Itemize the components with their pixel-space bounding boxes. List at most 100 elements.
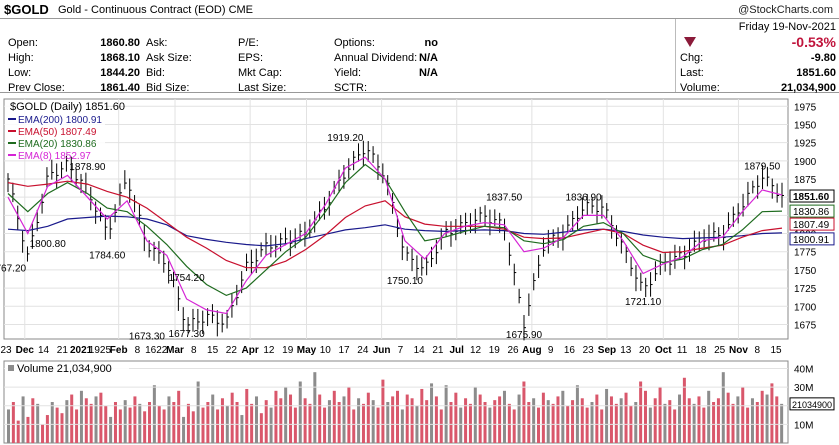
volume-bar <box>133 396 137 443</box>
volume-bar <box>473 387 477 443</box>
x-tick-label: 19 <box>282 345 294 356</box>
price-plot-area <box>3 98 789 340</box>
x-tick-label: 25 <box>714 345 726 356</box>
volume-bar <box>425 400 429 443</box>
volume-bar <box>45 415 49 443</box>
volume-bar <box>143 411 147 443</box>
volume-bar <box>502 390 506 443</box>
exchange-text: CME <box>228 4 254 16</box>
x-tick-label: Aug <box>522 345 541 356</box>
volume-bar <box>371 400 375 443</box>
last-size-label: Last Size: <box>238 82 287 94</box>
volume-bar <box>113 402 117 443</box>
symbol-description: Gold - Continuous Contract (EOD) CME <box>58 4 253 16</box>
volume-bar <box>89 403 93 443</box>
volume-bar <box>692 403 696 443</box>
x-tick-label: 8 <box>754 345 760 356</box>
volume-bar <box>162 409 166 443</box>
volume-bar <box>191 411 195 443</box>
price-annotation: 1675.90 <box>506 330 543 341</box>
right-axis-badge <box>789 232 835 246</box>
price-y-tick-label: 1700 <box>794 302 817 313</box>
volume-bar <box>75 409 79 443</box>
right-axis-label: 1830.86 <box>793 207 830 218</box>
volume-bar <box>177 390 181 443</box>
volume-bar <box>118 409 122 443</box>
volume-bar <box>755 402 759 443</box>
volume-bar <box>313 372 317 443</box>
volume-bar <box>342 396 346 443</box>
chart-title: $GOLD (Daily) 1851.60 <box>10 101 125 113</box>
down-arrow-icon <box>684 37 696 47</box>
ema-line <box>7 156 783 315</box>
volume-bar <box>284 387 288 443</box>
x-tick-label: 7 <box>398 345 404 356</box>
volume-bar <box>468 403 472 443</box>
volume-bar <box>682 377 686 443</box>
x-tick-label: 15 <box>207 345 219 356</box>
x-tick-label: 19 <box>489 345 501 356</box>
volume-bar <box>639 381 643 443</box>
volume-bar <box>327 400 331 443</box>
volume-bar <box>230 392 234 443</box>
legend-entry: EMA(200) 1800.91 <box>18 115 102 126</box>
x-tick-label: May <box>297 345 317 356</box>
volume-bar <box>780 403 784 443</box>
price-y-tick-label: 1925 <box>794 139 817 150</box>
volume-bar <box>556 396 560 443</box>
volume-bar <box>575 385 579 443</box>
volume-bar <box>678 394 682 443</box>
volume-bar <box>79 390 83 443</box>
pct-change: -0.53% <box>791 34 836 50</box>
volume-bar <box>70 394 74 443</box>
volume-bar <box>376 407 380 443</box>
volume-bar <box>26 416 30 443</box>
volume-bar <box>444 385 448 443</box>
x-tick-label: 18 <box>695 345 707 356</box>
volume-bar <box>323 407 327 443</box>
prev-close-value: 1861.40 <box>100 82 140 94</box>
volume-bar <box>396 390 399 443</box>
volume-swatch <box>8 365 14 371</box>
volume-label: Volume: <box>680 82 720 94</box>
volume-bar <box>400 409 404 443</box>
legend-entry: EMA(50) 1807.49 <box>18 127 97 138</box>
price-y-tick-label: 1675 <box>794 320 817 331</box>
x-tick-label: Dec <box>16 345 35 356</box>
high-label: High: <box>8 52 34 64</box>
volume-bar <box>726 392 730 443</box>
volume-bar <box>289 394 293 443</box>
volume-bar <box>551 403 555 443</box>
volume-bar <box>201 407 205 443</box>
volume-bar <box>337 402 341 443</box>
volume-bar <box>16 420 20 443</box>
x-tick-label: 14 <box>38 345 50 356</box>
volume-bar <box>381 379 385 443</box>
volume-bar <box>250 403 254 443</box>
x-tick-label: 8 <box>135 345 141 356</box>
volume-bar <box>55 407 59 443</box>
high-value: 1868.10 <box>100 52 140 64</box>
volume-bar <box>643 390 647 443</box>
open-label: Open: <box>8 37 38 49</box>
x-tick-label: 13 <box>620 345 632 356</box>
options-value: no <box>424 37 438 49</box>
sctr-label: SCTR: <box>334 82 367 94</box>
x-tick-label: 23 <box>583 345 595 356</box>
annual-dividend-label: Annual Dividend: <box>334 52 418 64</box>
volume-bar <box>7 409 10 443</box>
volume-bar <box>405 394 409 443</box>
volume-bar <box>707 390 711 443</box>
volume-bar <box>138 403 142 443</box>
volume-bar <box>357 398 361 443</box>
volume-bar <box>668 400 672 443</box>
pe-label: P/E: <box>238 37 259 49</box>
right-axis-label: 1800.91 <box>793 235 830 246</box>
volume-bar <box>488 407 492 443</box>
volume-bar <box>60 413 64 443</box>
last-value: 1851.60 <box>796 67 836 79</box>
volume-bar <box>712 402 716 443</box>
x-tick-label: 12 <box>470 345 482 356</box>
price-annotation: 1919.20 <box>327 133 364 144</box>
